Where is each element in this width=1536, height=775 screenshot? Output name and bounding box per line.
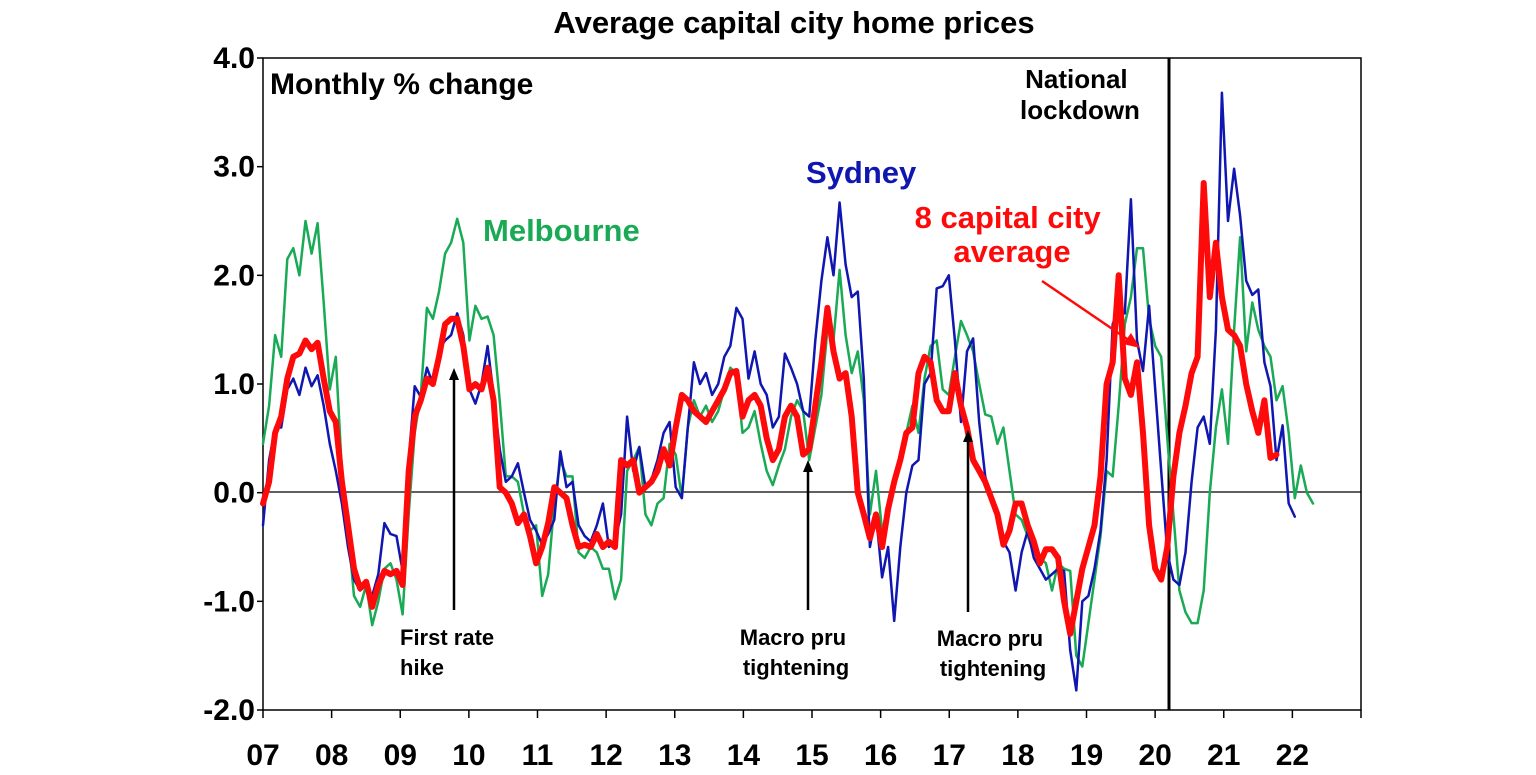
x-tick-label: 09 xyxy=(384,739,417,772)
annotation-macro-pru-1: Macro pru tightening xyxy=(740,625,852,680)
y-tick-label: 2.0 xyxy=(213,259,255,292)
legend-pointer-arrow xyxy=(1041,279,1134,345)
x-tick-label: 08 xyxy=(315,739,348,772)
x-tick-label: 17 xyxy=(933,739,966,772)
x-tick-label: 18 xyxy=(1001,739,1034,772)
y-tick-label: 0.0 xyxy=(213,477,255,510)
series-layer xyxy=(260,91,1315,692)
x-tick-label: 20 xyxy=(1138,739,1171,772)
x-tick-label: 16 xyxy=(864,739,897,772)
legend-label-line-2: average xyxy=(953,234,1070,269)
y-tick-label: 4.0 xyxy=(213,42,255,75)
x-tick-label: 19 xyxy=(1070,739,1103,772)
chart-subtitle: Monthly % change xyxy=(270,68,533,101)
annotation-national-lockdown: National lockdown xyxy=(1020,64,1140,125)
x-tick-label: 12 xyxy=(589,739,622,772)
series-line-8-capital-city-average xyxy=(260,180,1280,637)
y-axis: 4.0 3.0 2.0 1.0 0.0 -1.0 -2.0 xyxy=(203,42,263,727)
annotation-first-rate-hike: First rate hike xyxy=(400,625,500,680)
x-tick-label: 22 xyxy=(1276,739,1309,772)
x-tick-label: 21 xyxy=(1207,739,1240,772)
x-tick-label: 07 xyxy=(246,739,279,772)
annotation-macro-pru-2: Macro pru tightening xyxy=(937,626,1049,681)
chart-title: Average capital city home prices xyxy=(553,5,1034,40)
x-tick-label: 11 xyxy=(522,739,554,772)
x-tick-label: 13 xyxy=(658,739,691,772)
y-tick-label: 3.0 xyxy=(213,151,255,184)
arrowhead-macro-pru-2 xyxy=(963,430,973,442)
legend-pointer-arrowhead xyxy=(1123,333,1140,348)
y-tick-label: 1.0 xyxy=(213,368,255,401)
legend-label-line-1: 8 capital city xyxy=(915,200,1102,235)
y-tick-label: -1.0 xyxy=(203,585,255,618)
legend-label-melbourne: Melbourne xyxy=(483,213,640,248)
legend-label-sydney: Sydney xyxy=(806,155,917,190)
series-line-melbourne xyxy=(261,217,1315,668)
x-tick-label: 10 xyxy=(452,739,485,772)
y-tick-label: -2.0 xyxy=(203,694,255,727)
arrowhead-first-rate-hike xyxy=(449,368,459,380)
x-axis: 07 08 09 10 11 12 13 14 15 16 17 18 19 20 21 22 xyxy=(246,710,1362,772)
x-tick-label: 14 xyxy=(727,739,761,772)
legend-label-capital-average: 8 capital city average xyxy=(915,200,1110,269)
arrowhead-macro-pru-1 xyxy=(803,460,813,472)
x-tick-label: 15 xyxy=(795,739,828,772)
